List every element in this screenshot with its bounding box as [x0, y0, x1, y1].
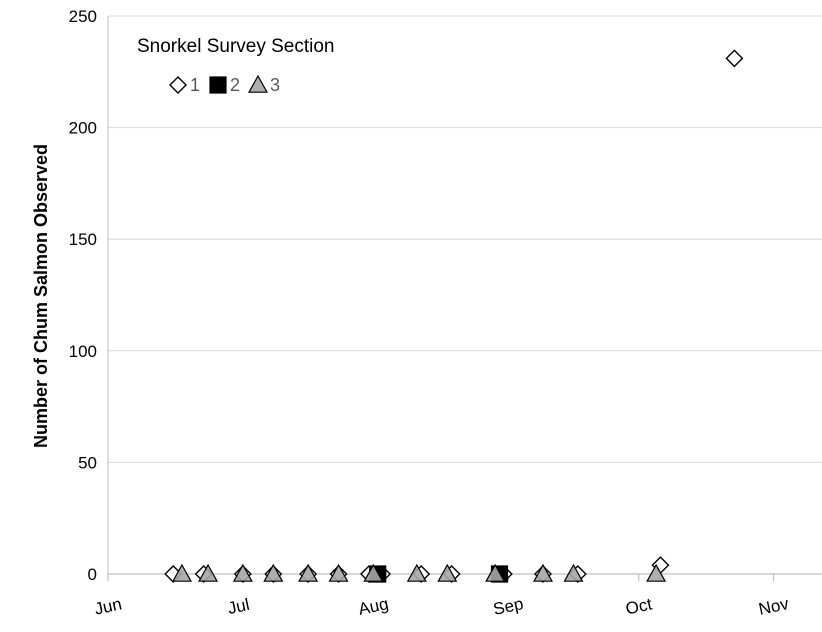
data-point-series-3 — [563, 563, 584, 582]
data-point-series-3 — [485, 563, 506, 582]
gridlines — [108, 15, 822, 463]
series-1 — [164, 49, 744, 583]
y-axis: 0 50 100 150 200 250 — [69, 7, 109, 584]
x-tick-label: Sep — [492, 594, 526, 619]
data-point-series-3 — [328, 563, 349, 582]
legend-marker-series-2 — [209, 76, 227, 94]
legend-marker-series-1 — [169, 76, 187, 94]
data-point-series-3 — [406, 563, 427, 582]
x-tick-label: Jun — [93, 594, 124, 618]
legend-label: 3 — [270, 75, 280, 95]
legend: Snorkel Survey Section 1 2 3 — [137, 36, 335, 95]
y-tick-label: 0 — [88, 565, 97, 584]
data-point-series-3 — [171, 563, 192, 582]
data-point-series-3 — [437, 563, 458, 582]
x-tick-label: Jul — [226, 595, 251, 618]
y-tick-label: 250 — [69, 7, 97, 26]
data-point-series-1 — [725, 49, 744, 68]
y-tick-label: 50 — [78, 453, 97, 472]
data-point-series-3 — [198, 563, 219, 582]
data-point-series-3 — [363, 563, 384, 582]
x-tick-label: Nov — [757, 594, 791, 619]
y-axis-title: Number of Chum Salmon Observed — [31, 144, 51, 448]
x-tick-label: Aug — [357, 594, 391, 619]
legend-label: 2 — [230, 75, 240, 95]
data-point-series-3 — [646, 563, 667, 582]
legend-marker-series-3 — [247, 74, 269, 93]
y-tick-label: 200 — [69, 119, 97, 138]
y-tick-label: 150 — [69, 230, 97, 249]
data-point-series-3 — [298, 563, 319, 582]
series-3 — [171, 563, 667, 582]
y-tick-label: 100 — [69, 342, 97, 361]
legend-items: 1 2 3 — [169, 74, 280, 95]
plot-marks — [164, 49, 744, 583]
legend-label: 1 — [190, 75, 200, 95]
x-tick-label: Oct — [624, 594, 654, 618]
legend-title: Snorkel Survey Section — [137, 36, 335, 57]
data-point-series-3 — [532, 563, 554, 582]
data-point-series-3 — [263, 563, 284, 582]
data-point-series-3 — [232, 563, 253, 582]
